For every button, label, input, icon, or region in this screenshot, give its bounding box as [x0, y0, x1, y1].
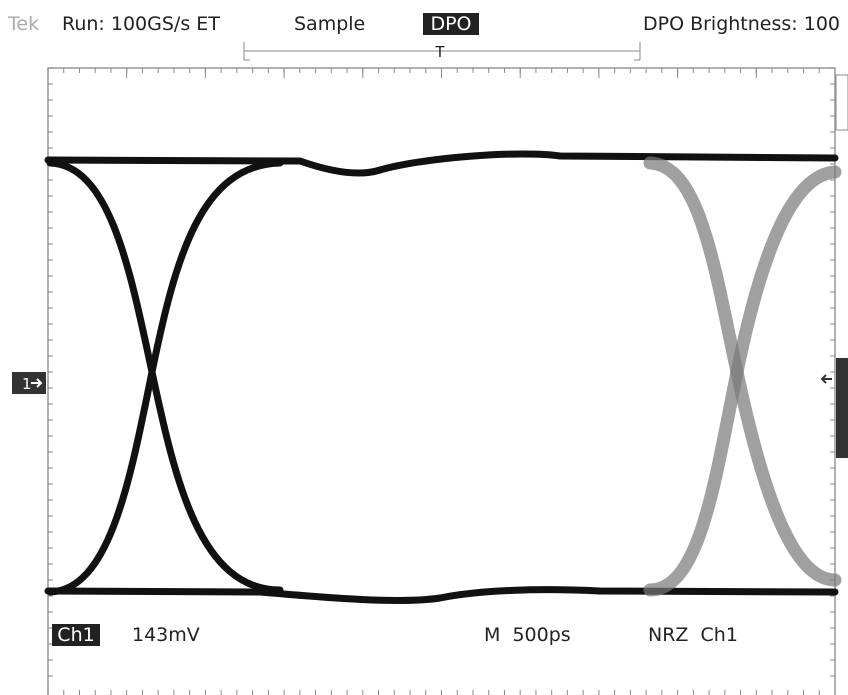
side-indicator — [836, 358, 848, 458]
trigger-marker: T — [434, 43, 445, 61]
dpo-label: DPO — [430, 13, 471, 35]
brightness: DPO Brightness: 100 — [643, 13, 840, 35]
brand: Tek — [7, 13, 39, 35]
channel-label: Ch1 — [57, 624, 94, 646]
channel-marker: 1 — [22, 375, 32, 393]
timebase: M 500ps — [484, 624, 571, 646]
scope-screen: Tek Run: 100GS/s ET Sample DPO DPO Brigh… — [0, 0, 848, 695]
run-status: Run: 100GS/s ET — [62, 13, 220, 35]
pattern: NRZ Ch1 — [648, 624, 738, 646]
acq-mode: Sample — [294, 13, 365, 35]
vertical-scale: 143mV — [132, 624, 200, 646]
